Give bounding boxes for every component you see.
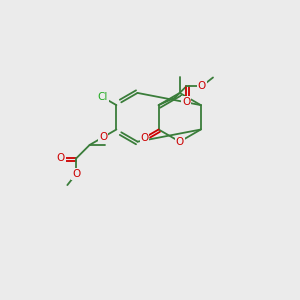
Text: O: O — [72, 169, 80, 179]
Text: O: O — [140, 133, 148, 143]
Text: O: O — [99, 132, 107, 142]
Text: Cl: Cl — [98, 92, 108, 102]
Text: O: O — [182, 97, 190, 107]
Text: O: O — [198, 81, 206, 92]
Text: O: O — [176, 137, 184, 147]
Text: O: O — [57, 153, 65, 163]
